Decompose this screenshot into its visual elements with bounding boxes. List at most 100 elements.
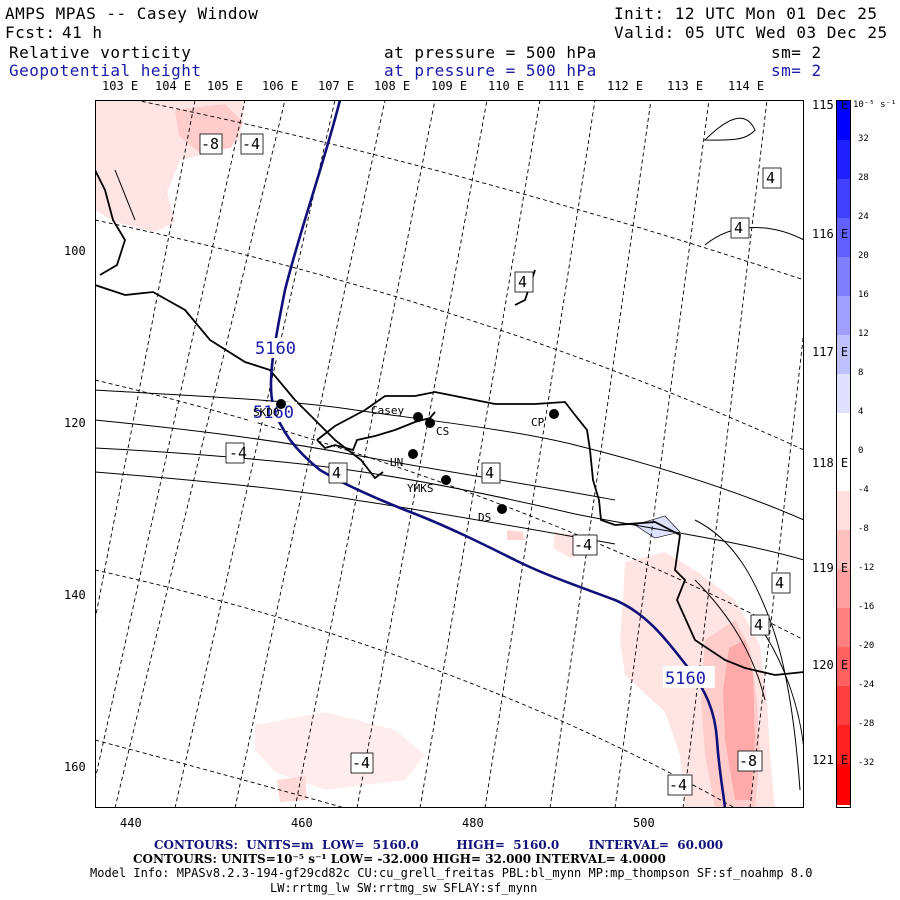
stations: Casey CS CP HN YMKS DS SKDO (253, 399, 559, 524)
colorbar-label: 20 (858, 251, 869, 261)
station-marker[interactable] (549, 409, 559, 419)
field2-level: at pressure = 500 hPa (384, 61, 597, 80)
lon-label: 104 E (155, 79, 192, 93)
colorbar-swatch (837, 413, 850, 452)
vorticity-label: -4 (242, 135, 260, 153)
field2-smoothing: sm= 2 (771, 61, 822, 80)
vorticity-label: 4 (754, 616, 763, 634)
height-label: 5160 (255, 339, 296, 359)
colorbar-swatch (837, 296, 850, 335)
x-tick-label: 500 (633, 816, 655, 830)
vorticity-label: 4 (518, 273, 527, 291)
lon-label-right: 116 E (812, 227, 849, 241)
colorbar-swatch (837, 530, 850, 569)
x-tick-label: 460 (291, 816, 313, 830)
lon-label-right: 115 E (812, 98, 849, 112)
colorbar-swatch (837, 647, 850, 686)
vorticity-label: 4 (332, 464, 341, 482)
vorticity-label: 4 (775, 574, 784, 592)
y-tick-label: 100 (64, 244, 86, 258)
lon-label: 103 E (102, 79, 139, 93)
colorbar-swatch (837, 335, 850, 374)
colorbar-label: 28 (858, 173, 869, 183)
height-label: 5160 (665, 669, 706, 689)
lon-label: 107 E (318, 79, 355, 93)
lon-label: 114 E (728, 79, 765, 93)
coastline (95, 169, 804, 676)
vorticity-label: -4 (352, 754, 370, 772)
valid-time: Valid: 05 UTC Wed 03 Dec 25 (614, 23, 888, 42)
colorbar-label: -12 (858, 563, 875, 573)
footer-vorticity-contours: CONTOURS: UNITS=10⁻⁵ s⁻¹ LOW= -32.000 HI… (133, 852, 666, 866)
station-label: YMKS (407, 482, 434, 495)
lon-label: 109 E (431, 79, 468, 93)
vorticity-label: 4 (485, 464, 494, 482)
colorbar-swatch (837, 764, 850, 805)
y-tick-label: 140 (64, 588, 86, 602)
vorticity-label: 4 (734, 219, 743, 237)
station-marker[interactable] (413, 412, 423, 422)
station-marker[interactable] (497, 504, 507, 514)
y-tick-label: 120 (64, 416, 86, 430)
forecast-label: Fcst: (5, 23, 56, 42)
colorbar-label: -24 (858, 680, 875, 690)
station-marker[interactable] (276, 399, 286, 409)
lon-label: 113 E (667, 79, 704, 93)
colorbar-swatch (837, 257, 850, 296)
colorbar-label: 32 (858, 134, 869, 144)
lon-label-right: 121 E (812, 753, 849, 767)
colorbar (836, 100, 851, 808)
colorbar-unit: 10⁻⁵ s⁻¹ (853, 100, 897, 110)
colorbar-label: 16 (858, 290, 869, 300)
colorbar-swatch (837, 686, 850, 725)
station-label: SKDO (253, 406, 280, 419)
station-marker[interactable] (441, 475, 451, 485)
lon-label: 108 E (374, 79, 411, 93)
lon-label-right: 118 E (812, 456, 849, 470)
colorbar-label: -4 (858, 485, 869, 495)
forecast-hours: 41 h (62, 23, 103, 42)
station-label: HN (390, 456, 403, 469)
colorbar-swatch (837, 608, 850, 647)
lon-label: 112 E (607, 79, 644, 93)
field1-level: at pressure = 500 hPa (384, 43, 597, 62)
graticule (95, 100, 804, 808)
colorbar-swatch (837, 452, 850, 491)
lon-label-right: 117 E (812, 345, 849, 359)
lon-label: 105 E (207, 79, 244, 93)
colorbar-label: -32 (858, 758, 875, 768)
x-tick-label: 440 (120, 816, 142, 830)
init-time: Init: 12 UTC Mon 01 Dec 25 (614, 4, 878, 23)
station-label: CP (531, 416, 545, 429)
station-label: CS (436, 425, 449, 438)
colorbar-label: -20 (858, 641, 875, 651)
colorbar-swatch (837, 218, 850, 257)
lon-label-right: 120 E (812, 658, 849, 672)
field2-name: Geopotential height (9, 61, 202, 80)
colorbar-swatch (837, 725, 850, 764)
lon-label-right: 119 E (812, 561, 849, 575)
colorbar-label: 24 (858, 212, 869, 222)
field1-smoothing: sm= 2 (771, 43, 822, 62)
map-panel[interactable]: 5160 5160 5160 -8 -4 4 4 4 -4 4 4 -4 -4 … (95, 100, 804, 808)
colorbar-label: 8 (858, 368, 864, 378)
vorticity-label: -4 (669, 776, 687, 794)
vorticity-contours (95, 100, 804, 791)
colorbar-label: 4 (858, 407, 864, 417)
vorticity-label: -4 (574, 536, 592, 554)
footer-model-info: Model Info: MPASv8.2.3-194-gf29cd82c CU:… (90, 866, 813, 880)
station-marker[interactable] (408, 449, 418, 459)
colorbar-label: 12 (858, 329, 869, 339)
lon-label: 110 E (488, 79, 525, 93)
colorbar-swatch (837, 140, 850, 179)
footer-height-contours: CONTOURS: UNITS=m LOW= 5160.0 HIGH= 5160… (154, 838, 724, 852)
colorbar-label: -16 (858, 602, 875, 612)
model-title: AMPS MPAS -- Casey Window (5, 4, 259, 23)
colorbar-swatch (837, 569, 850, 608)
field1-name: Relative vorticity (9, 43, 192, 62)
colorbar-label: -8 (858, 524, 869, 534)
vorticity-label: -8 (201, 135, 219, 153)
lon-label: 106 E (262, 79, 299, 93)
station-marker[interactable] (425, 418, 435, 428)
colorbar-swatch (837, 374, 850, 413)
